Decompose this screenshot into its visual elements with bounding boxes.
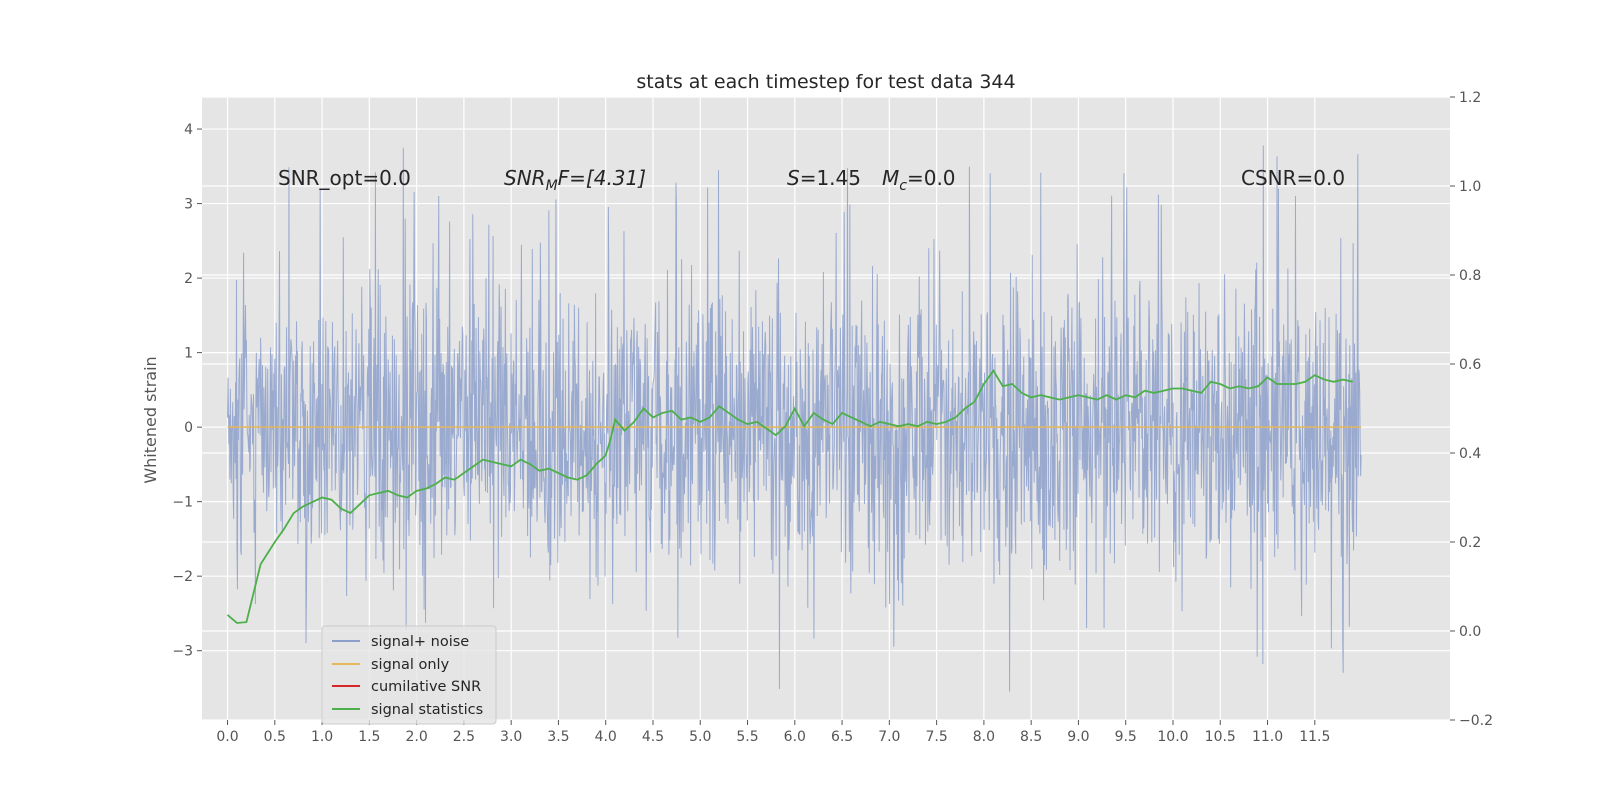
x-tick-label: 1.5 [358,729,380,745]
y-tick-label: 0 [184,420,193,436]
x-tick-label: 0.0 [216,729,238,745]
x-tick-label: 11.5 [1299,729,1330,745]
x-tick-label: 8.0 [973,729,995,745]
y-right-tick-label: 1.0 [1459,179,1481,195]
x-tick-label: 10.0 [1157,729,1188,745]
annotation-s: S=1.45 [787,166,861,190]
x-tick-label: 9.5 [1115,729,1137,745]
annotation-s-value: =1.45 [800,166,861,190]
y-tick-label: −3 [172,644,193,660]
x-tick-label: 5.0 [689,729,711,745]
signal-statistics-line [226,369,1353,624]
y-right-tick-label: 0.2 [1459,535,1481,551]
x-tick-label: 9.0 [1067,729,1089,745]
x-tick-label: 2.0 [405,729,427,745]
y-tick-label: 4 [184,122,193,138]
annotation-s-symbol: S [787,166,800,190]
signal-plus-noise-line [227,145,1362,692]
legend-label-cumilative-snr: cumilative SNR [371,679,481,695]
annotation-snr-mf: SNRMF=[4.31] [504,166,646,194]
x-tick-label: 3.5 [547,729,569,745]
legend-label-signal-only: signal only [371,657,450,673]
x-tick-label: 6.5 [831,729,853,745]
x-tick-label: 11.0 [1252,729,1283,745]
y-tick-label: 2 [184,271,193,287]
legend-label-signal-plus-noise: signal+ noise [371,634,469,650]
x-tick-label: 6.0 [784,729,806,745]
x-tick-label: 3.0 [500,729,522,745]
y-tick-label: 1 [184,346,193,362]
legend: signal+ noise signal only cumilative SNR… [321,625,497,725]
axis-ticks: 0.0 0.5 1.0 1.5 2.0 2.5 3.0 3.5 4.0 4.5 5.0 5.5 6.0 6… [172,90,1493,745]
y-axis-label: Whitened strain [141,356,160,483]
y-tick-label: 3 [184,197,193,213]
x-tick-label: 10.5 [1205,729,1236,745]
legend-label-signal-statistics: signal statistics [371,702,483,718]
annotation-mc-subscript: c [899,178,907,194]
signal-statistics-series [226,369,1353,624]
y-right-tick-label: −0.2 [1459,713,1493,729]
y-right-tick-label: 0.4 [1459,446,1481,462]
x-tick-label: 2.5 [453,729,475,745]
x-tick-label: 4.0 [595,729,617,745]
y-right-tick-label: 0.8 [1459,268,1481,284]
x-tick-label: 4.5 [642,729,664,745]
annotation-snr-mf-rest: F=[4.31] [558,166,646,190]
x-tick-label: 5.5 [736,729,758,745]
x-tick-label: 7.0 [878,729,900,745]
annotation-snr-mf-subscript: M [546,178,558,194]
annotation-csnr: CSNR=0.0 [1241,166,1345,190]
y-right-tick-label: 0.0 [1459,624,1481,640]
chart-title: stats at each timestep for test data 344 [636,71,1015,93]
y-right-tick-label: 1.2 [1459,90,1481,106]
annotation-mc-value: =0.0 [907,166,956,190]
x-tick-label: 7.5 [925,729,947,745]
x-tick-label: 8.5 [1020,729,1042,745]
legend-box [321,625,497,725]
y-right-tick-label: 0.6 [1459,357,1481,373]
annotation-mc: Mc=0.0 [882,166,956,194]
annotation-mc-symbol: M [882,166,899,190]
annotation-snr-opt: SNR_opt=0.0 [278,166,411,190]
x-tick-label: 0.5 [264,729,286,745]
signal-plus-noise-series [227,145,1362,692]
y-tick-label: −2 [172,569,193,585]
y-tick-label: −1 [172,495,193,511]
annotation-snr-mf-symbol: SNR [504,166,546,190]
x-tick-label: 1.0 [311,729,333,745]
